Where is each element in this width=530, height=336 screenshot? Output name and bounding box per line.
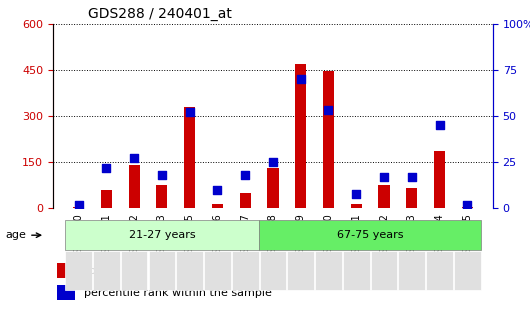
FancyBboxPatch shape (426, 251, 453, 290)
Bar (351, 204, 362, 208)
Bar (101, 190, 112, 208)
Text: GDS288 / 240401_at: GDS288 / 240401_at (88, 7, 232, 21)
Bar (73, 207, 84, 208)
Bar (156, 185, 167, 208)
FancyBboxPatch shape (287, 251, 314, 290)
Text: percentile rank within the sample: percentile rank within the sample (84, 288, 272, 298)
Point (213, 187, 222, 193)
FancyBboxPatch shape (148, 251, 175, 290)
Bar (184, 107, 195, 208)
FancyBboxPatch shape (65, 251, 92, 290)
Bar (462, 207, 473, 208)
Point (241, 172, 250, 178)
Point (102, 165, 111, 170)
Bar (57, 263, 75, 278)
Bar (129, 165, 139, 208)
FancyBboxPatch shape (315, 251, 342, 290)
Point (130, 156, 138, 161)
Bar (407, 188, 417, 208)
Text: 21-27 years: 21-27 years (129, 230, 195, 240)
Bar (378, 185, 390, 208)
Text: count: count (84, 266, 116, 276)
Bar (323, 71, 334, 208)
FancyBboxPatch shape (259, 220, 481, 250)
FancyBboxPatch shape (65, 220, 259, 250)
Point (324, 108, 333, 113)
Point (296, 76, 305, 82)
FancyBboxPatch shape (204, 251, 231, 290)
Point (435, 122, 444, 128)
Point (186, 110, 194, 115)
Point (463, 202, 472, 207)
Bar (268, 168, 278, 208)
Point (380, 174, 388, 179)
Bar (212, 204, 223, 208)
Bar (240, 193, 251, 208)
FancyBboxPatch shape (176, 251, 203, 290)
Text: age: age (5, 230, 41, 240)
FancyBboxPatch shape (232, 251, 259, 290)
FancyBboxPatch shape (370, 251, 398, 290)
Bar (295, 64, 306, 208)
Point (269, 160, 277, 165)
FancyBboxPatch shape (343, 251, 369, 290)
Point (74, 202, 83, 207)
Text: 67-75 years: 67-75 years (337, 230, 403, 240)
FancyBboxPatch shape (399, 251, 425, 290)
Point (408, 174, 416, 179)
Bar (57, 285, 75, 300)
Point (352, 191, 360, 196)
FancyBboxPatch shape (121, 251, 147, 290)
Point (157, 172, 166, 178)
Bar (434, 151, 445, 208)
FancyBboxPatch shape (93, 251, 120, 290)
FancyBboxPatch shape (454, 251, 481, 290)
FancyBboxPatch shape (260, 251, 286, 290)
